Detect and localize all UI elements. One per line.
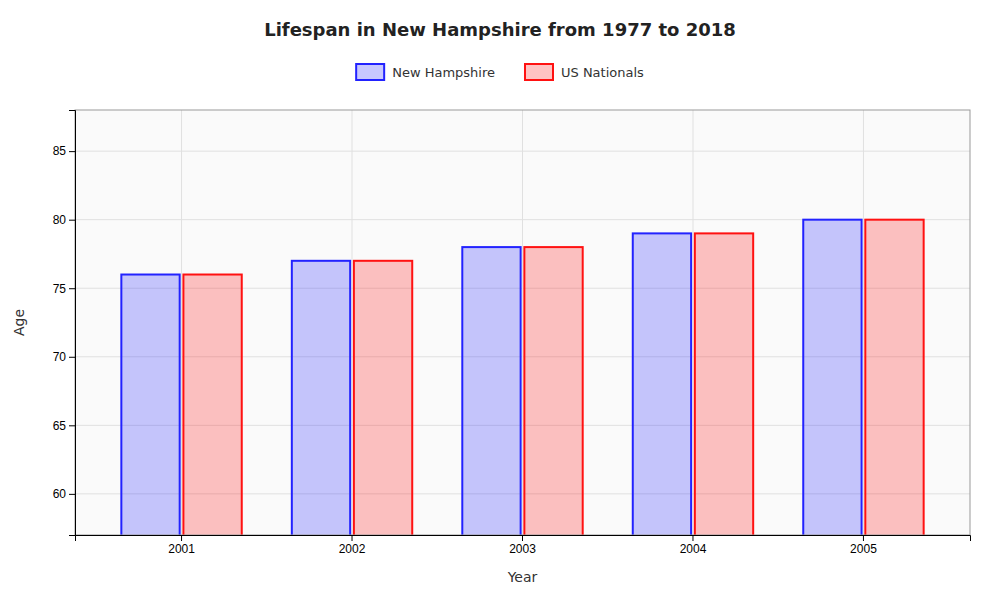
x-tick: 2003	[509, 535, 536, 556]
legend-swatch	[525, 64, 553, 80]
y-axis-title: Age	[11, 309, 27, 336]
bar	[292, 261, 350, 535]
chart: 2001 2002 2003 2004 2005 60 65 70 75 80 85 Year Age L…	[0, 0, 1000, 600]
bar	[695, 233, 753, 535]
y-tick-mark	[69, 357, 75, 358]
x-tick-mark	[522, 535, 523, 541]
bar	[462, 247, 520, 535]
x-tick-mark	[692, 535, 693, 541]
grid-line-x	[352, 110, 353, 535]
x-tick-label: 2001	[168, 542, 195, 556]
y-tick-label: 70	[53, 350, 67, 364]
bar	[354, 261, 412, 535]
bar	[121, 275, 179, 535]
legend: New Hampshire US Nationals	[356, 64, 644, 80]
y-tick: 80	[53, 213, 75, 227]
y-tick: 70	[53, 350, 75, 364]
x-tick-label: 2003	[509, 542, 536, 556]
x-axis-line	[76, 536, 971, 542]
x-tick-mark	[352, 535, 353, 541]
grid-line-x	[522, 110, 523, 535]
x-tick: 2001	[168, 535, 195, 556]
x-tick: 2005	[850, 535, 877, 556]
y-tick-label: 65	[53, 419, 67, 433]
x-tick-label: 2002	[339, 542, 366, 556]
y-tick-mark	[69, 494, 75, 495]
bar	[803, 220, 861, 535]
legend-swatch	[356, 64, 384, 80]
y-tick-mark	[69, 151, 75, 152]
legend-item: US Nationals	[525, 64, 644, 80]
grid-line-x	[692, 110, 693, 535]
y-tick-label: 85	[53, 144, 67, 158]
bar	[524, 247, 582, 535]
x-tick-label: 2004	[680, 542, 707, 556]
y-tick: 60	[53, 487, 75, 501]
bar-series	[121, 220, 861, 535]
x-axis-title: Year	[507, 569, 538, 585]
x-tick-mark	[863, 535, 864, 541]
y-tick-label: 80	[53, 213, 67, 227]
title: Lifespan in New Hampshire from 1977 to 2…	[264, 19, 736, 40]
x-tick-label: 2005	[850, 542, 877, 556]
y-tick: 65	[53, 419, 75, 433]
y-axis-line	[69, 111, 76, 536]
y-tick-mark	[69, 288, 75, 289]
x-tick-mark	[181, 535, 182, 541]
legend-item: New Hampshire	[356, 64, 495, 80]
legend-label: New Hampshire	[392, 65, 495, 80]
plot: 2001 2002 2003 2004 2005 60 65 70 75 80 85	[53, 110, 971, 600]
bar-series	[183, 220, 923, 535]
y-axis: 60 65 70 75 80 85	[53, 111, 76, 536]
y-tick-mark	[69, 425, 75, 426]
plot-frame	[75, 110, 970, 535]
y-tick-label: 75	[53, 282, 67, 296]
bar	[183, 275, 241, 535]
grid-line-x	[863, 110, 864, 535]
legend-label: US Nationals	[561, 65, 644, 80]
x-axis: 2001 2002 2003 2004 2005	[76, 535, 971, 556]
y-tick-mark	[69, 220, 75, 221]
bar	[633, 233, 691, 535]
y-tick: 75	[53, 282, 75, 296]
x-tick: 2002	[339, 535, 366, 556]
y-tick-label: 60	[53, 487, 67, 501]
x-tick: 2004	[680, 535, 707, 556]
bar	[865, 220, 923, 535]
grid-line-x	[181, 110, 182, 535]
y-tick: 85	[53, 144, 75, 158]
bars	[121, 220, 923, 535]
